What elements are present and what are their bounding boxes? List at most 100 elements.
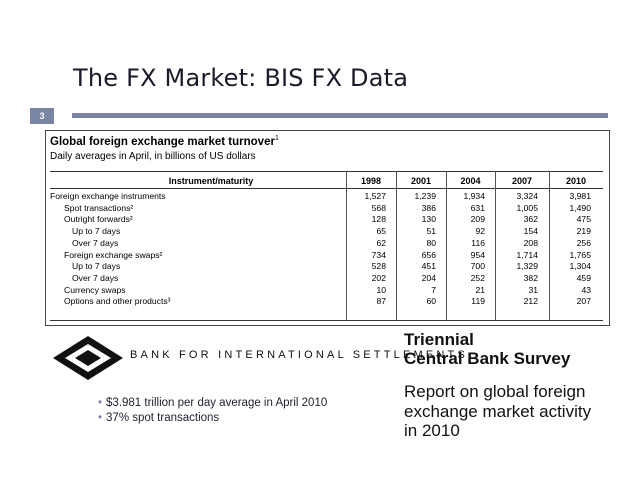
row-value: 568 [371,202,386,213]
survey-desc-line: exchange market activity [404,401,592,421]
survey-desc-line: Report on global foreign [404,382,586,401]
row-value: 475 [576,214,591,225]
row-value: 119 [471,296,485,307]
row-value: 1,714 [516,249,538,260]
col-divider [446,171,447,320]
row-value: 21 [475,284,485,295]
row-value: 60 [426,296,436,307]
col-divider [495,171,496,320]
row-label: Foreign exchange instruments [50,191,166,201]
table-row: Outright forwards² 128 130 209 362 475 [50,214,603,225]
row-value: 256 [576,237,591,248]
row-value: 1,329 [516,261,538,272]
header-rule [72,113,608,118]
column-header-year: 2004 [460,176,481,186]
row-value: 7 [431,284,436,295]
column-header-year: 2001 [410,176,432,186]
row-value: 954 [470,249,485,260]
survey-desc-line: in 2010 [404,421,460,440]
row-value: 1,527 [364,191,386,201]
slide-title: The FX Market: BIS FX Data [73,64,409,92]
row-value: 65 [376,226,386,237]
column-header-year: 2010 [565,176,587,186]
row-value: 1,304 [569,261,591,272]
row-value: 252 [470,272,485,283]
row-value: 43 [581,284,591,295]
row-value: 3,324 [516,191,538,201]
survey-title-line: Central Bank Survey [404,349,571,368]
table-title-footnote: 1 [274,135,279,142]
row-value: 386 [421,202,436,213]
row-value: 631 [470,202,485,213]
table-row: Up to 7 days 65 51 92 154 219 [50,226,603,237]
column-header-instrument: Instrument/maturity [168,176,254,186]
row-value: 87 [376,296,386,307]
row-value: 51 [426,226,436,237]
survey-description: Report on global foreign exchange market… [404,382,591,441]
row-value: 656 [421,249,436,260]
row-value: 62 [376,237,386,248]
table-title: Global foreign exchange market turnover1 [50,135,279,148]
row-value: 207 [576,296,591,307]
bullet-item: • $3.981 trillion per day average in Apri… [98,397,328,409]
row-value: 130 [421,214,436,225]
table-row: Foreign exchange swaps² 734 656 954 1,714 1,7… [50,250,603,261]
bis-name: BANK FOR INTERNATIONAL SETTLEMENTS [130,349,468,361]
table-row: Up to 7 days 528 451 700 1,329 1,304 [50,261,603,272]
row-label: Over 7 days [72,272,119,283]
col-divider [549,171,550,320]
row-value: 382 [523,272,538,283]
col-divider [346,171,347,320]
table-row: Currency swaps 10 7 21 31 43 [50,285,603,296]
row-value: 202 [371,272,386,283]
row-label: Up to 7 days [72,226,121,237]
table-rule-top [50,171,603,172]
bullet-item: • 37% spot transactions [98,412,220,424]
row-value: 362 [523,214,538,225]
row-label: Options and other products³ [64,296,171,307]
row-value: 10 [376,284,386,295]
row-value: 80 [426,237,436,248]
row-value: 128 [371,214,386,225]
slide-header-bar: 3 [30,108,608,124]
table-row: Spot transactions² 568 386 631 1,005 1,490 [50,203,603,214]
row-value: 1,765 [569,249,591,260]
row-label: Outright forwards² [64,214,133,225]
bis-logo-icon [53,336,123,380]
survey-title-line: Triennial [404,330,474,349]
row-value: 528 [371,261,386,272]
slide-number: 3 [30,108,54,124]
row-value: 1,005 [516,202,538,213]
row-value: 451 [421,261,436,272]
row-value: 1,490 [569,202,591,213]
row-value: 3,981 [569,191,591,201]
table-subtitle: Daily averages in April, in billions of … [50,151,256,162]
row-label: Currency swaps [64,284,126,295]
row-value: 219 [576,226,591,237]
row-value: 116 [471,237,485,248]
row-value: 212 [523,296,538,307]
row-value: 700 [470,261,485,272]
row-value: 1,934 [463,191,485,201]
table-rule-header [50,188,603,189]
row-label: Foreign exchange swaps² [64,249,163,260]
row-label: Spot transactions² [64,202,134,213]
row-value: 209 [470,214,485,225]
column-header-year: 2007 [511,176,533,186]
bullet-list: • $3.981 trillion per day average in Apri… [98,396,327,426]
fx-turnover-table: Global foreign exchange market turnover1… [45,130,610,326]
table-row: Over 7 days 202 204 252 382 459 [50,273,603,284]
row-value: 208 [523,237,538,248]
row-value: 1,239 [414,191,436,201]
row-value: 31 [528,284,538,295]
survey-title: Triennial Central Bank Survey [404,330,570,368]
row-value: 92 [475,226,485,237]
row-label: Over 7 days [72,237,119,248]
table-row: Foreign exchange instruments 1,527 1,239 1,… [50,191,603,202]
row-value: 204 [421,272,436,283]
table-rule-bottom [50,320,603,321]
table-row: Options and other products³ 87 60 119 212 207 [50,296,603,307]
column-header-year: 1998 [360,176,382,186]
row-label: Up to 7 days [72,261,121,272]
col-divider [396,171,397,320]
